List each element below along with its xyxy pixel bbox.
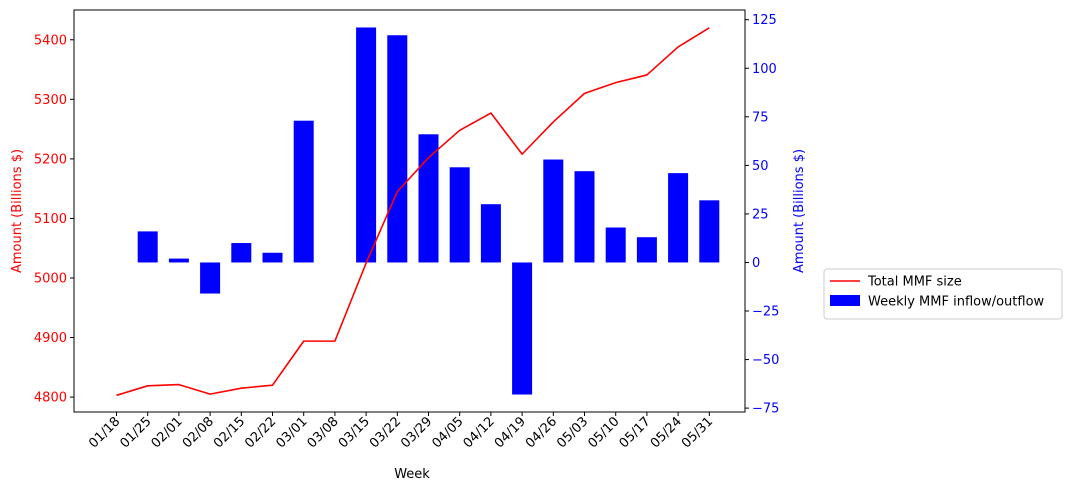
bar-03-22 bbox=[387, 35, 408, 263]
bar-05-03 bbox=[574, 171, 595, 263]
x-tick-label: 03/22 bbox=[367, 414, 404, 451]
x-tick-label: 02/15 bbox=[211, 414, 248, 451]
right-tick-label: 100 bbox=[752, 62, 777, 77]
bar-02-01 bbox=[168, 258, 189, 263]
right-axis-label: Amount (Billions $) bbox=[792, 149, 807, 273]
bar-04-26 bbox=[543, 159, 564, 263]
left-tick-label: 5000 bbox=[34, 272, 67, 287]
x-tick-label: 05/17 bbox=[617, 414, 654, 451]
legend-label-total: Total MMF size bbox=[867, 275, 962, 290]
bar-03-15 bbox=[356, 27, 377, 263]
legend-label-flow: Weekly MMF inflow/outflow bbox=[868, 295, 1045, 310]
left-tick-label: 4800 bbox=[34, 391, 67, 406]
right-tick-label: 25 bbox=[752, 207, 769, 222]
bar-02-08 bbox=[200, 262, 221, 294]
bar-04-19 bbox=[512, 262, 533, 395]
bar-03-29 bbox=[418, 134, 439, 263]
right-tick-label: 75 bbox=[752, 110, 769, 125]
total-mmf-line bbox=[116, 27, 710, 397]
bar-02-22 bbox=[262, 252, 283, 263]
right-tick-label: −50 bbox=[752, 353, 779, 368]
bar-05-10 bbox=[605, 227, 626, 263]
right-tick-label: 0 bbox=[752, 256, 760, 271]
x-tick-label: 05/10 bbox=[585, 414, 622, 451]
x-tick-label: 01/25 bbox=[117, 414, 154, 451]
left-tick-label: 4900 bbox=[34, 331, 67, 346]
plot-frame bbox=[73, 9, 746, 413]
right-tick-label: 50 bbox=[752, 159, 769, 174]
x-tick-label: 04/26 bbox=[523, 414, 560, 451]
x-tick-label: 01/18 bbox=[86, 414, 123, 451]
x-tick-label: 03/01 bbox=[273, 414, 310, 451]
x-tick-label: 04/19 bbox=[492, 414, 529, 451]
right-tick-label: 125 bbox=[752, 13, 777, 28]
x-tick-label: 04/05 bbox=[429, 414, 466, 451]
legend-box bbox=[823, 268, 1063, 320]
x-axis-label: Week bbox=[394, 467, 430, 482]
x-tick-label: 05/24 bbox=[648, 414, 685, 451]
x-tick-label: 02/01 bbox=[149, 414, 186, 451]
x-tick-label: 03/15 bbox=[336, 414, 373, 451]
bar-05-31 bbox=[699, 200, 720, 263]
x-tick-label: 03/29 bbox=[398, 414, 435, 451]
x-tick-label: 02/08 bbox=[180, 414, 217, 451]
left-tick-label: 5200 bbox=[34, 152, 67, 167]
right-tick-label: −75 bbox=[752, 402, 779, 417]
bar-04-05 bbox=[449, 167, 470, 263]
bar-05-24 bbox=[668, 173, 689, 263]
left-tick-label: 5100 bbox=[34, 212, 67, 227]
bar-03-01 bbox=[293, 120, 314, 263]
bar-05-17 bbox=[636, 237, 657, 263]
left-tick-label: 5400 bbox=[34, 33, 67, 48]
x-tick-label: 05/31 bbox=[679, 414, 716, 451]
x-tick-label: 05/03 bbox=[554, 414, 591, 451]
legend: Total MMF size Weekly MMF inflow/outflow bbox=[823, 268, 1063, 320]
bar-04-12 bbox=[480, 204, 501, 263]
left-axis-label: Amount (Billions $) bbox=[10, 149, 25, 273]
plot-area bbox=[116, 27, 720, 397]
bar-01-25 bbox=[137, 231, 158, 263]
x-tick-label: 02/22 bbox=[242, 414, 279, 451]
bar-02-15 bbox=[231, 243, 252, 263]
x-tick-label: 04/12 bbox=[461, 414, 498, 451]
x-tick-label: 03/08 bbox=[305, 414, 342, 451]
left-tick-label: 5300 bbox=[34, 93, 67, 108]
right-tick-label: −25 bbox=[752, 305, 779, 320]
legend-bar-swatch bbox=[830, 295, 860, 306]
